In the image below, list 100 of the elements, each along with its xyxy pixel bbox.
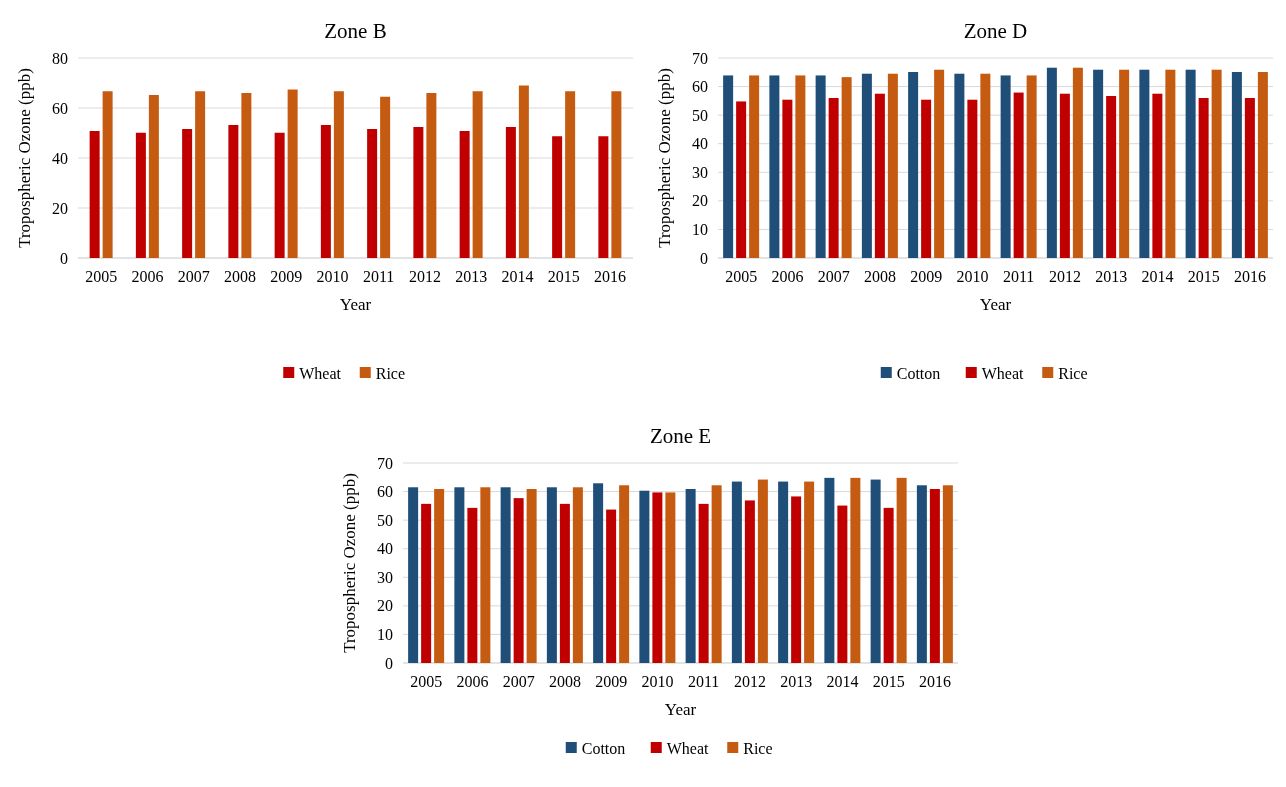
bar (611, 91, 622, 258)
bar (723, 75, 734, 258)
bar (1059, 93, 1070, 258)
bar (287, 89, 298, 258)
bar (1165, 69, 1176, 258)
legend-label: Wheat (299, 364, 342, 382)
legend-label: Cotton (896, 364, 941, 382)
bar (228, 125, 239, 258)
x-tick-label: 2007 (817, 268, 850, 285)
bar (505, 127, 516, 258)
x-tick-label: 2008 (223, 268, 256, 285)
bar (513, 498, 524, 663)
bar (980, 73, 991, 258)
chart-title: Zone B (324, 19, 387, 43)
chart-title: Zone E (649, 424, 712, 448)
legend-label: Wheat (666, 739, 710, 757)
bar (861, 73, 872, 258)
y-tick-label: 20 (692, 192, 708, 210)
y-tick-label: 20 (377, 597, 393, 615)
x-tick-label: 2009 (910, 268, 943, 285)
y-tick-label: 50 (377, 511, 393, 529)
bar (934, 69, 945, 258)
bar (652, 492, 663, 663)
bar (685, 489, 696, 663)
bar (791, 496, 802, 663)
x-tick-label: 2006 (456, 673, 489, 690)
bar (102, 91, 113, 258)
bar (757, 479, 768, 663)
bar (804, 481, 815, 663)
bar (426, 93, 437, 258)
bar (606, 509, 617, 663)
bar (1244, 98, 1255, 258)
bar (1013, 92, 1024, 258)
bar (1152, 93, 1163, 258)
bar (135, 132, 146, 258)
bar (1046, 67, 1057, 258)
bar (815, 75, 826, 258)
x-tick-label: 2014 (1141, 268, 1174, 285)
x-tick-label: 2008 (863, 268, 896, 285)
y-tick-label: 0 (700, 249, 708, 267)
bar (89, 131, 100, 258)
x-tick-label: 2010 (641, 673, 674, 690)
bar (546, 487, 557, 663)
bar (887, 73, 898, 258)
bar (1106, 96, 1117, 258)
x-tick-label: 2015 (872, 673, 905, 690)
bar (778, 481, 789, 663)
bar (480, 487, 491, 663)
bar (1211, 69, 1222, 258)
bar (333, 91, 344, 258)
bar (320, 125, 331, 258)
x-tick-label: 2013 (1095, 268, 1128, 285)
bar (850, 477, 861, 663)
bar (1093, 69, 1104, 258)
bar (1257, 72, 1268, 258)
bar (1072, 67, 1083, 258)
legend-label: Wheat (981, 364, 1025, 382)
bar (500, 487, 511, 663)
legend-label: Rice (743, 739, 773, 757)
y-tick-label: 10 (692, 221, 708, 239)
bar (421, 503, 432, 663)
bar (518, 85, 529, 258)
x-tick-label: 2013 (780, 673, 813, 690)
x-tick-label: 2011 (687, 673, 720, 690)
bar (148, 95, 159, 258)
x-tick-label: 2006 (131, 268, 164, 285)
bar (1139, 69, 1150, 258)
x-tick-label: 2009 (270, 268, 303, 285)
bar (434, 489, 445, 663)
y-axis-title: Tropospheric Ozone (ppb) (340, 473, 359, 653)
x-tick-label: 2012 (1048, 268, 1081, 285)
bar (782, 99, 793, 258)
bar (731, 481, 742, 663)
bar (467, 507, 478, 663)
y-tick-label: 30 (377, 568, 393, 586)
y-tick-label: 0 (385, 654, 393, 672)
chart-title: Zone D (963, 19, 1028, 43)
y-tick-label: 50 (692, 106, 708, 124)
x-tick-label: 2006 (771, 268, 804, 285)
y-tick-label: 60 (377, 483, 393, 501)
bar (408, 487, 419, 663)
x-tick-label: 2012 (408, 268, 441, 285)
y-tick-label: 70 (692, 49, 708, 67)
x-tick-label: 2015 (1187, 268, 1220, 285)
bar (241, 93, 252, 258)
legend-label: Cotton (581, 739, 626, 757)
bar (828, 98, 839, 258)
bar (883, 507, 894, 663)
bar (841, 77, 852, 258)
y-axis-title: Tropospheric Ozone (ppb) (655, 68, 674, 248)
bar (837, 505, 848, 663)
bar (711, 485, 722, 663)
x-tick-label: 2016 (1233, 268, 1266, 285)
bar (593, 483, 604, 663)
x-axis-title: Year (664, 700, 697, 719)
x-tick-label: 2016 (593, 268, 626, 285)
y-tick-label: 80 (52, 49, 68, 67)
x-tick-label: 2014 (501, 268, 534, 285)
bar (1000, 75, 1011, 258)
y-tick-label: 40 (692, 135, 708, 153)
